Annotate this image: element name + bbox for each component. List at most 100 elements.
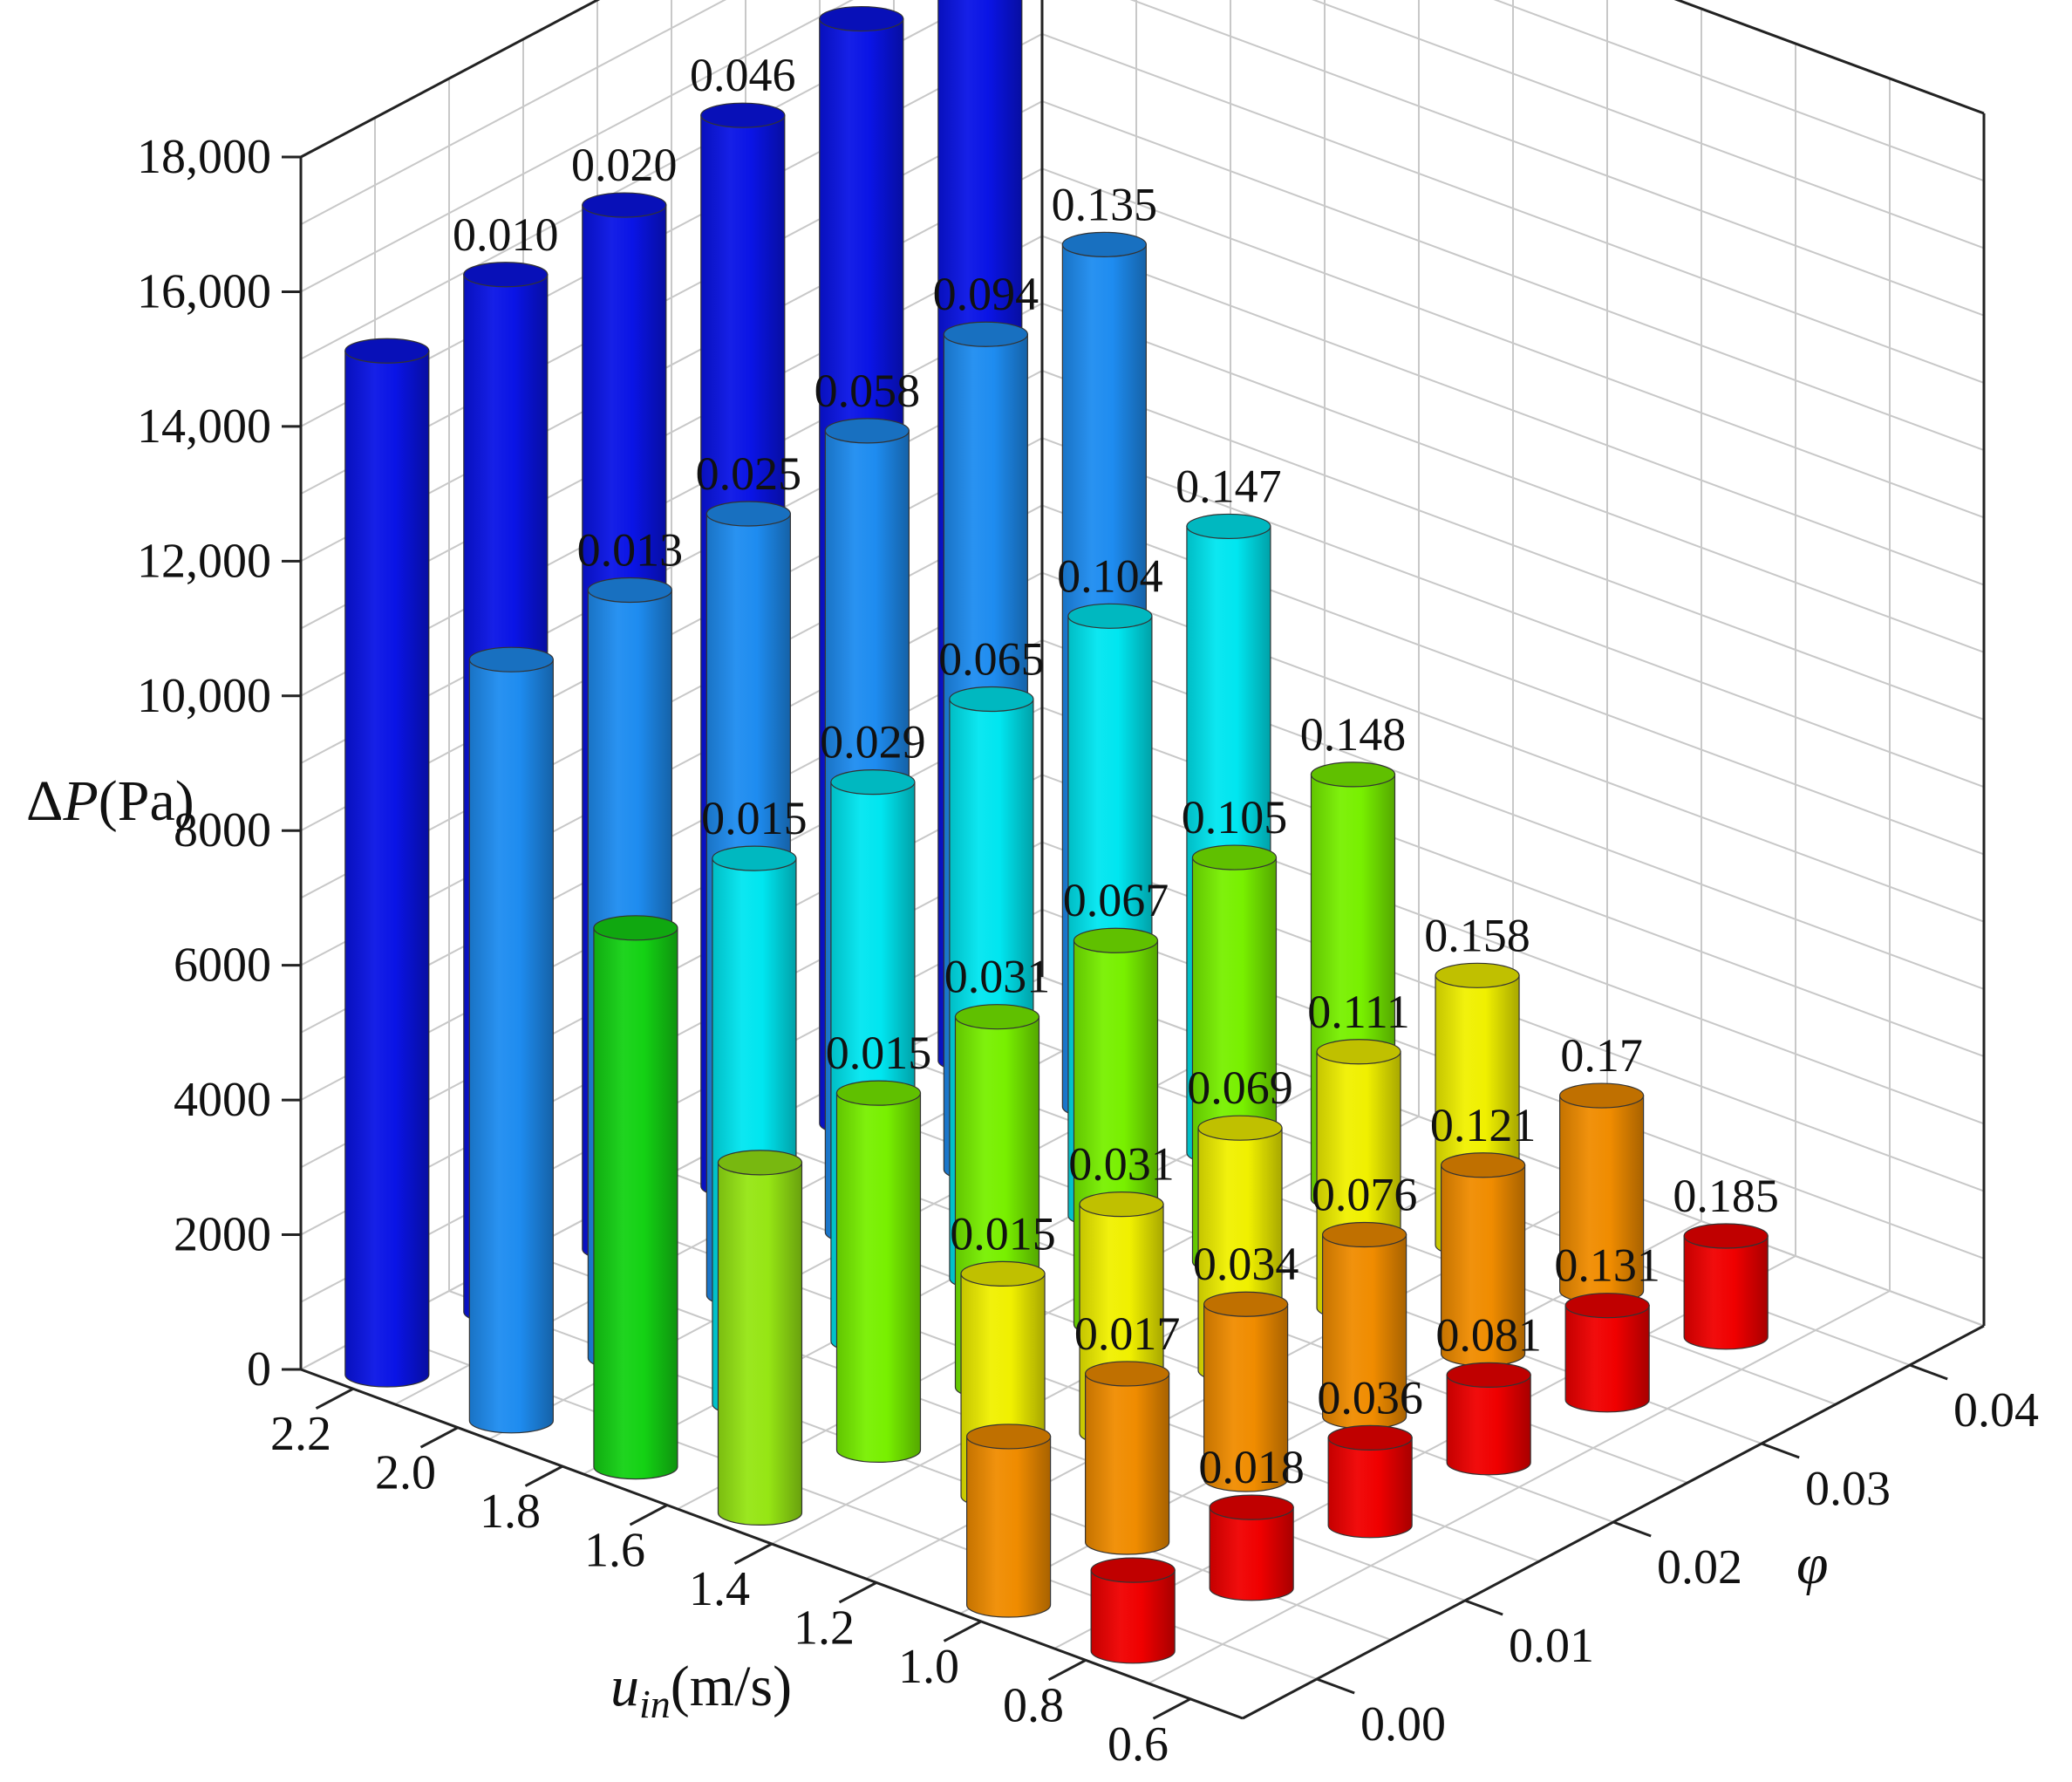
- bar-value-label: 0.025: [696, 447, 802, 500]
- bar-body: [344, 350, 430, 1388]
- bar-top: [1316, 1039, 1401, 1065]
- bar-top: [1084, 1361, 1170, 1387]
- bar-value-label: 0.029: [820, 716, 926, 768]
- bar-top: [344, 338, 430, 364]
- y-tick-mark: [1464, 1599, 1503, 1616]
- z-tick-label: 6000: [174, 939, 271, 993]
- bar-value-label: 0.010: [453, 208, 559, 261]
- bar-value-label: 0.076: [1312, 1169, 1418, 1221]
- z-tick-label: 2000: [174, 1208, 271, 1262]
- x-tick-mark: [733, 1542, 773, 1565]
- y-tick-mark: [1612, 1520, 1652, 1538]
- y-tick-mark: [1761, 1442, 1800, 1459]
- x-axis-title: uin(m/s): [610, 1655, 792, 1726]
- side-wall-grid-line: [1041, 437, 1985, 789]
- x-tick-mark: [524, 1465, 563, 1487]
- bar-top: [824, 418, 910, 444]
- bar-top: [700, 102, 786, 128]
- back-wall-grid-line: [300, 0, 854, 293]
- bar-top: [1321, 1221, 1407, 1248]
- bar-top: [1067, 603, 1153, 629]
- bar-top: [1197, 1115, 1283, 1141]
- x-tick-label: 1.6: [584, 1524, 645, 1578]
- x-tick-mark: [629, 1504, 668, 1526]
- bar-value-label: 0.020: [571, 139, 678, 191]
- y-tick-label: 0.03: [1805, 1462, 1891, 1516]
- bar-top: [1203, 1291, 1289, 1317]
- z-tick-label: 12,000: [137, 534, 271, 588]
- bar-value-label: 0.058: [814, 365, 921, 417]
- bar-value-label: 0.147: [1176, 460, 1282, 512]
- bar-value-label: 0.034: [1193, 1238, 1299, 1290]
- z-tick-label: 4000: [174, 1073, 271, 1127]
- side-wall-grid-line: [1041, 100, 1985, 452]
- bar-value-label: 0.015: [950, 1207, 1056, 1260]
- y-tick-label: 0.02: [1657, 1540, 1742, 1594]
- bar-top: [1683, 1223, 1769, 1249]
- bar-top: [1564, 1293, 1650, 1319]
- side-wall-grid-line: [1312, 0, 1985, 249]
- bar-value-label: 0.065: [938, 632, 1045, 685]
- bar-top: [960, 1260, 1046, 1287]
- bar-value-label: 0.111: [1307, 986, 1410, 1038]
- bar-body: [1564, 1305, 1650, 1413]
- bar-top: [705, 501, 791, 527]
- z-tick-label: 14,000: [137, 399, 271, 454]
- bar-top: [965, 1424, 1052, 1450]
- bar-top: [463, 262, 549, 288]
- bar-top: [1191, 844, 1278, 871]
- bar-top: [1186, 513, 1271, 540]
- x-tick-label: 0.8: [1003, 1678, 1064, 1732]
- bar-value-label: 0.013: [577, 523, 684, 576]
- back-wall-grid-line: [300, 0, 727, 226]
- bar-value-label: 0.185: [1673, 1170, 1779, 1222]
- z-tick-label: 16,000: [137, 264, 271, 318]
- bar-top: [1209, 1494, 1294, 1520]
- bar-top: [1061, 231, 1147, 257]
- bar-body: [1327, 1437, 1413, 1539]
- x-tick-label: 1.8: [480, 1485, 541, 1539]
- bar-top: [1435, 962, 1520, 988]
- bar-body: [1090, 1569, 1176, 1664]
- bar-top: [835, 1080, 922, 1106]
- bar-top: [593, 915, 678, 941]
- bar-value-label: 0.081: [1435, 1308, 1542, 1361]
- x-tick-mark: [1047, 1659, 1087, 1682]
- x-tick-label: 1.0: [898, 1640, 959, 1694]
- bar-value-label: 0.017: [1074, 1307, 1181, 1360]
- side-wall-grid-line: [1041, 32, 1985, 384]
- bar-value-label: 0.135: [1052, 178, 1158, 230]
- bar-top: [1440, 1152, 1526, 1178]
- x-tick-mark: [943, 1620, 982, 1642]
- y-tick-label: 0.04: [1953, 1383, 2039, 1437]
- z-tick-label: 8000: [174, 803, 271, 857]
- bar-top: [468, 646, 554, 673]
- bar-value-label: 0.094: [933, 268, 1039, 320]
- bar-top: [582, 192, 667, 218]
- z-tick-label: 18,000: [137, 130, 271, 184]
- bar-body: [1085, 1373, 1170, 1555]
- bar-top: [1446, 1362, 1531, 1389]
- side-wall-grid-line: [1041, 302, 1985, 653]
- bar-value-label: 0.031: [1068, 1138, 1175, 1191]
- bar-top: [1090, 1557, 1176, 1583]
- y-axis-title: φ: [1796, 1533, 1829, 1596]
- bar-value-label: 0.131: [1554, 1239, 1660, 1292]
- bar-top: [1558, 1082, 1645, 1109]
- bar-body: [1203, 1303, 1289, 1492]
- bar-value-label: 0.031: [944, 951, 1051, 1003]
- side-wall-grid-line: [1041, 167, 1985, 519]
- bar-body: [468, 659, 554, 1434]
- bar-value-label: 0.104: [1057, 550, 1163, 602]
- bar-body: [593, 927, 678, 1480]
- bar-body: [966, 1436, 1052, 1618]
- bar-top: [717, 1150, 803, 1176]
- x-tick-label: 1.4: [689, 1562, 750, 1616]
- bar-top: [819, 5, 904, 32]
- axis-frame-line: [300, 0, 601, 159]
- bar-value-label: 0.077: [808, 0, 915, 5]
- bar-value-label: 0.17: [1560, 1029, 1643, 1082]
- x-tick-label: 0.6: [1108, 1717, 1169, 1772]
- bar-body: [1209, 1506, 1294, 1601]
